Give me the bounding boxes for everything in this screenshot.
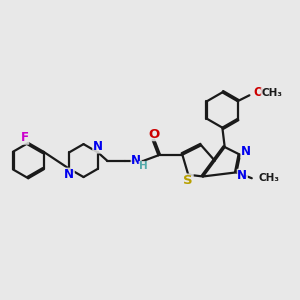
Text: O: O xyxy=(253,86,263,99)
Text: N: N xyxy=(241,145,251,158)
Text: CH₃: CH₃ xyxy=(259,173,280,183)
Text: N: N xyxy=(237,169,248,182)
Text: N: N xyxy=(131,154,141,167)
Text: CH₃: CH₃ xyxy=(261,88,282,98)
Text: N: N xyxy=(93,140,103,153)
Text: F: F xyxy=(21,131,29,144)
Text: H: H xyxy=(139,161,148,172)
Text: N: N xyxy=(64,168,74,181)
Text: O: O xyxy=(148,128,159,141)
Text: S: S xyxy=(183,174,193,187)
